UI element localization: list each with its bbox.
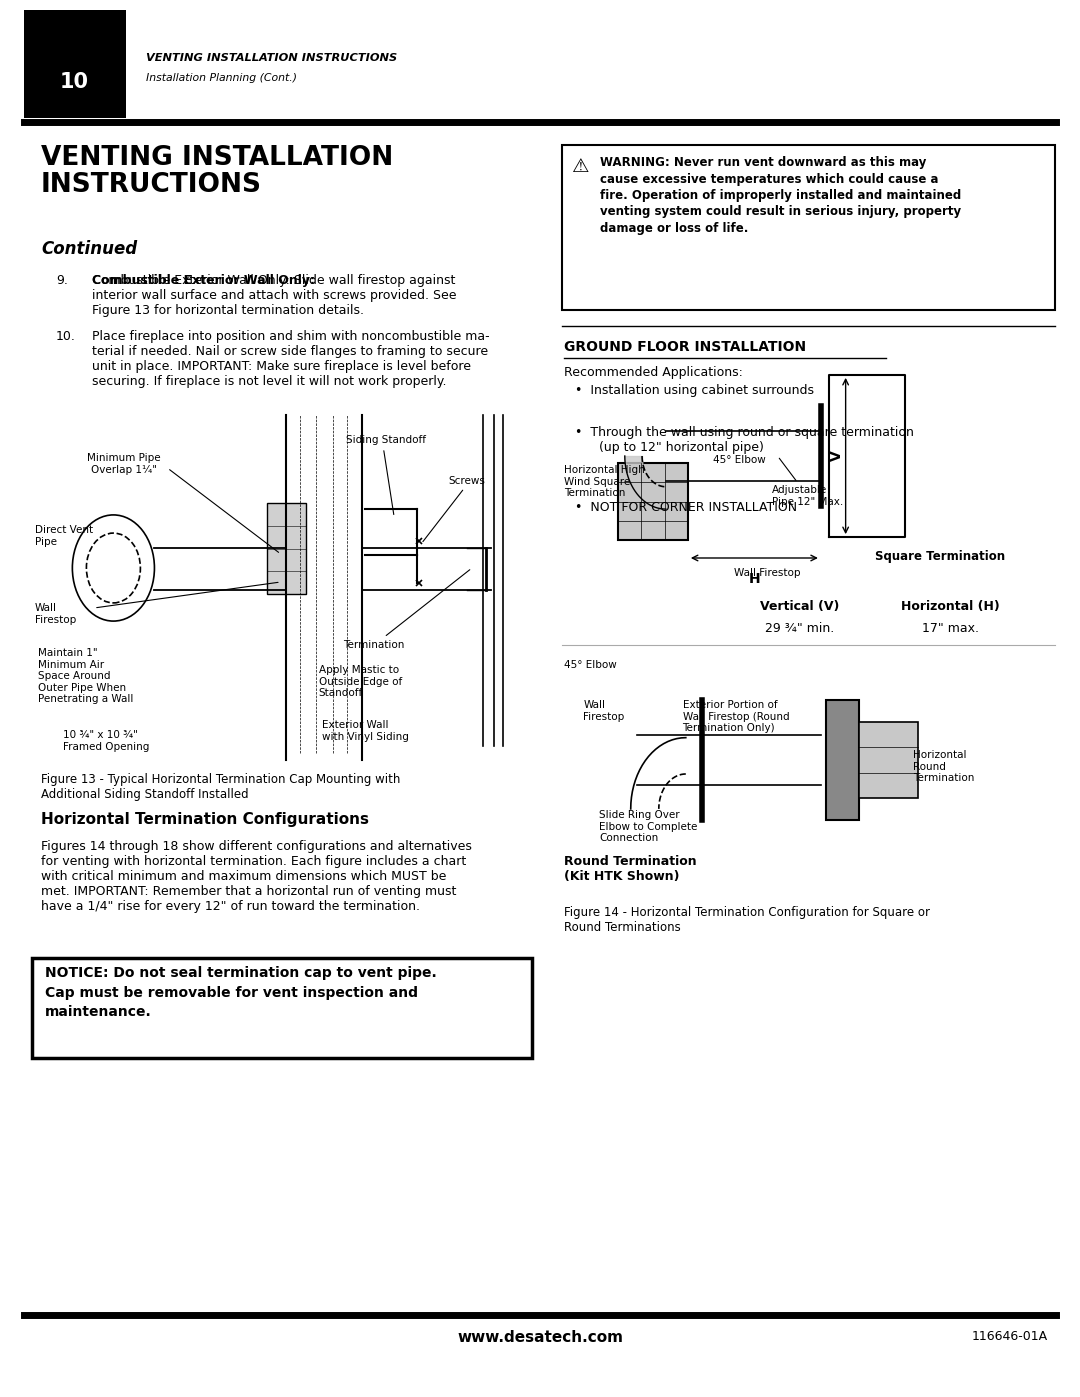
Text: Screws: Screws	[448, 476, 485, 486]
Text: Exterior Wall
with Vinyl Siding: Exterior Wall with Vinyl Siding	[322, 719, 408, 742]
FancyBboxPatch shape	[24, 10, 126, 117]
FancyBboxPatch shape	[826, 700, 859, 820]
Text: 10.: 10.	[56, 330, 76, 344]
Text: Minimum Pipe
Overlap 1¹⁄₄": Minimum Pipe Overlap 1¹⁄₄"	[87, 453, 161, 475]
Text: VENTING INSTALLATION INSTRUCTIONS: VENTING INSTALLATION INSTRUCTIONS	[146, 53, 397, 63]
Text: Adjustable
Pipe 12" Max.: Adjustable Pipe 12" Max.	[772, 458, 843, 507]
FancyBboxPatch shape	[618, 462, 688, 541]
Text: ⚠: ⚠	[572, 156, 590, 176]
Text: V: V	[831, 451, 843, 461]
Text: Recommended Applications:: Recommended Applications:	[564, 366, 743, 379]
Text: Apply Mastic to
Outside Edge of
Standoff: Apply Mastic to Outside Edge of Standoff	[319, 665, 402, 698]
Text: Place fireplace into position and shim with noncombustible ma-
terial if needed.: Place fireplace into position and shim w…	[92, 330, 489, 388]
Text: Termination: Termination	[343, 570, 470, 650]
Text: 45° Elbow: 45° Elbow	[564, 659, 617, 671]
Text: Siding Standoff: Siding Standoff	[346, 434, 426, 446]
Text: Combustible Exterior Wall Only: Slide wall firestop against
interior wall surfac: Combustible Exterior Wall Only: Slide wa…	[92, 274, 457, 317]
Text: Exterior Portion of
Wall Firestop (Round
Termination Only): Exterior Portion of Wall Firestop (Round…	[683, 700, 789, 733]
Text: Horizontal High
Wind Square
Termination: Horizontal High Wind Square Termination	[564, 465, 645, 499]
Text: Maintain 1"
Minimum Air
Space Around
Outer Pipe When
Penetrating a Wall: Maintain 1" Minimum Air Space Around Out…	[38, 648, 133, 704]
Text: Horizontal
Round
Termination: Horizontal Round Termination	[913, 750, 974, 784]
FancyBboxPatch shape	[267, 503, 306, 594]
Text: Figures 14 through 18 show different configurations and alternatives
for venting: Figures 14 through 18 show different con…	[41, 840, 472, 914]
Text: Figure 13 - Typical Horizontal Termination Cap Mounting with
Additional Siding S: Figure 13 - Typical Horizontal Terminati…	[41, 773, 401, 800]
Text: Continued: Continued	[41, 240, 137, 258]
Text: •  Through the wall using round or square termination
      (up to 12" horizonta: • Through the wall using round or square…	[575, 426, 914, 454]
Text: Installation Planning (Cont.): Installation Planning (Cont.)	[146, 73, 297, 82]
Text: 9.: 9.	[56, 274, 68, 286]
Text: Wall Firestop: Wall Firestop	[734, 569, 801, 578]
FancyBboxPatch shape	[859, 722, 918, 799]
Text: GROUND FLOOR INSTALLATION: GROUND FLOOR INSTALLATION	[564, 339, 806, 353]
Text: 45° Elbow: 45° Elbow	[713, 455, 766, 465]
Text: Direct Vent
Pipe: Direct Vent Pipe	[35, 525, 93, 546]
Text: WARNING: Never run vent downward as this may
cause excessive temperatures which : WARNING: Never run vent downward as this…	[600, 156, 961, 235]
Text: 10: 10	[60, 73, 89, 92]
Text: Square Termination: Square Termination	[875, 550, 1004, 563]
Text: 17" max.: 17" max.	[922, 622, 978, 636]
Text: 29 ¾" min.: 29 ¾" min.	[765, 622, 834, 636]
Text: •  Installation using cabinet surrounds: • Installation using cabinet surrounds	[575, 384, 813, 397]
Text: Wall
Firestop: Wall Firestop	[583, 700, 624, 722]
Text: Horizontal (H): Horizontal (H)	[901, 599, 1000, 613]
Text: •  NOT FOR CORNER INSTALLATION: • NOT FOR CORNER INSTALLATION	[575, 502, 797, 514]
Text: VENTING INSTALLATION
INSTRUCTIONS: VENTING INSTALLATION INSTRUCTIONS	[41, 145, 393, 198]
Text: Combustible Exterior Wall Only:: Combustible Exterior Wall Only:	[92, 274, 314, 286]
Text: 116646-01A: 116646-01A	[972, 1330, 1048, 1343]
Text: Wall
Firestop: Wall Firestop	[35, 604, 76, 624]
Text: Round Termination
(Kit HTK Shown): Round Termination (Kit HTK Shown)	[564, 855, 697, 883]
FancyBboxPatch shape	[562, 145, 1055, 310]
Text: NOTICE: Do not seal termination cap to vent pipe.
Cap must be removable for vent: NOTICE: Do not seal termination cap to v…	[45, 965, 437, 1018]
Text: Vertical (V): Vertical (V)	[759, 599, 839, 613]
Text: H: H	[748, 571, 760, 585]
Text: Horizontal Termination Configurations: Horizontal Termination Configurations	[41, 812, 369, 827]
Text: www.desatech.com: www.desatech.com	[457, 1330, 623, 1345]
FancyBboxPatch shape	[32, 958, 532, 1058]
Text: Slide Ring Over
Elbow to Complete
Connection: Slide Ring Over Elbow to Complete Connec…	[599, 810, 698, 844]
Text: 10 ¾" x 10 ¾"
Framed Opening: 10 ¾" x 10 ¾" Framed Opening	[63, 731, 149, 752]
Text: Figure 14 - Horizontal Termination Configuration for Square or
Round Termination: Figure 14 - Horizontal Termination Confi…	[564, 907, 930, 935]
